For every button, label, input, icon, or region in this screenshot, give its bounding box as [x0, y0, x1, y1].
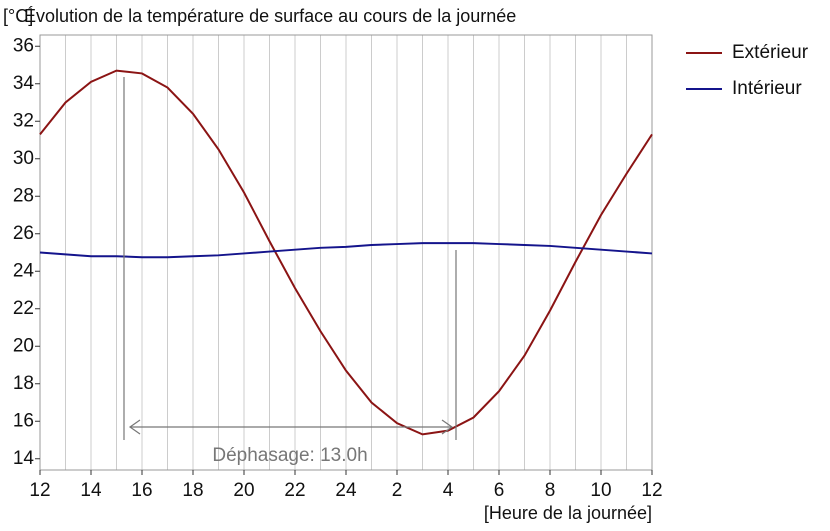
arrow-head [441, 419, 454, 435]
y-tick-label: 20 [13, 335, 34, 356]
y-tick-label: 16 [13, 410, 34, 431]
x-tick-label: 6 [494, 480, 505, 501]
y-tick-label: 14 [13, 448, 35, 469]
y-tick-label: 28 [13, 185, 34, 206]
y-tick-label: 30 [13, 148, 34, 169]
arrow-head [128, 419, 141, 435]
y-tick-label: 36 [13, 35, 34, 56]
x-tick-label: 18 [182, 480, 203, 501]
annotation-text: Déphasage: 13.0h [212, 445, 367, 466]
line [39, 69, 653, 436]
x-tick-label: 14 [80, 480, 102, 501]
y-tick-label: 22 [13, 298, 34, 319]
legend-label: Intérieur [732, 78, 802, 99]
x-tick-label: 24 [335, 480, 357, 501]
y-tick-label: 26 [13, 223, 34, 244]
x-axis-label: [Heure de la journée] [484, 503, 652, 523]
x-tick-label: 12 [641, 480, 662, 501]
x-tick-label: 16 [131, 480, 152, 501]
y-tick-label: 32 [13, 110, 34, 131]
x-tick-label: 20 [233, 480, 254, 501]
y-tick-label: 24 [13, 260, 35, 281]
line [39, 242, 653, 259]
legend-label: Extérieur [732, 42, 809, 63]
y-tick-label: 18 [13, 373, 34, 394]
y-axis-label: [°C] [3, 6, 33, 26]
x-tick-label: 4 [443, 480, 454, 501]
x-tick-label: 8 [545, 480, 556, 501]
x-tick-label: 10 [590, 480, 611, 501]
x-tick-label: 2 [392, 480, 403, 501]
x-tick-label: 12 [29, 480, 50, 501]
annotation [123, 77, 457, 440]
y-tick-label: 34 [13, 73, 35, 94]
x-tick-label: 22 [284, 480, 305, 501]
chart-title: Évolution de la température de surface a… [24, 6, 516, 26]
